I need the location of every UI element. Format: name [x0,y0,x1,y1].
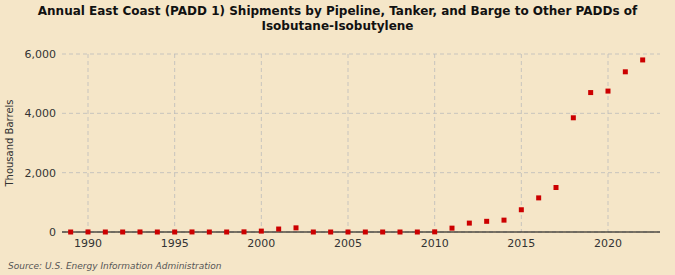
point [190,229,195,234]
point [207,230,212,235]
y-grid-line [62,232,660,233]
point [259,229,264,234]
point [432,229,437,234]
y-tick-label: 4,000 [25,107,57,120]
point [242,229,247,234]
point [554,185,559,190]
point [155,230,160,235]
source-note: Source: U.S. Energy Information Administ… [8,261,222,271]
point [68,230,73,235]
x-grid-line [521,54,522,232]
point [294,225,299,230]
grid [62,54,660,232]
y-axis-label: Thousand Barrels [4,99,15,187]
point [328,230,333,235]
x-tick-label: 2015 [507,237,535,250]
x-tick-label: 2005 [334,237,362,250]
chart: Annual East Coast (PADD 1) Shipments by … [0,0,675,275]
x-grid-line [174,54,175,232]
point [623,69,628,74]
point [502,218,507,223]
point [415,230,420,235]
point [346,230,351,235]
x-tick-label: 1990 [74,237,102,250]
y-tick-label: 6,000 [25,48,57,61]
point [588,90,593,95]
point [467,221,472,226]
points [68,57,645,234]
y-grid-line [62,172,660,173]
background [0,0,675,275]
title: Annual East Coast (PADD 1) Shipments by … [38,4,638,33]
point [640,57,645,62]
point [571,115,576,120]
x-grid-line [608,54,609,232]
point [103,230,108,235]
y-tick-label: 2,000 [25,167,57,180]
x-tick-label: 2010 [421,237,449,250]
x-tick-label: 1995 [161,237,189,250]
x-grid-line [348,54,349,232]
point [519,207,524,212]
y-grid-line [62,54,660,55]
point [450,226,455,231]
point [172,230,177,235]
x-tick-label: 2020 [594,237,622,250]
x-grid-line [88,54,89,232]
x-grid-line [434,54,435,232]
y-tick-label: 0 [49,226,56,239]
point [311,230,316,235]
point [120,230,125,235]
point [484,219,489,224]
x-tick-label: 2000 [247,237,275,250]
point [138,229,143,234]
point [606,89,611,94]
point [380,230,385,235]
point [224,230,229,235]
point [536,195,541,200]
point [398,230,403,235]
x-grid-line [261,54,262,232]
point [276,227,281,232]
y-grid-line [62,113,660,114]
point [86,229,91,234]
x-axis-line [62,232,660,233]
point [363,230,368,235]
